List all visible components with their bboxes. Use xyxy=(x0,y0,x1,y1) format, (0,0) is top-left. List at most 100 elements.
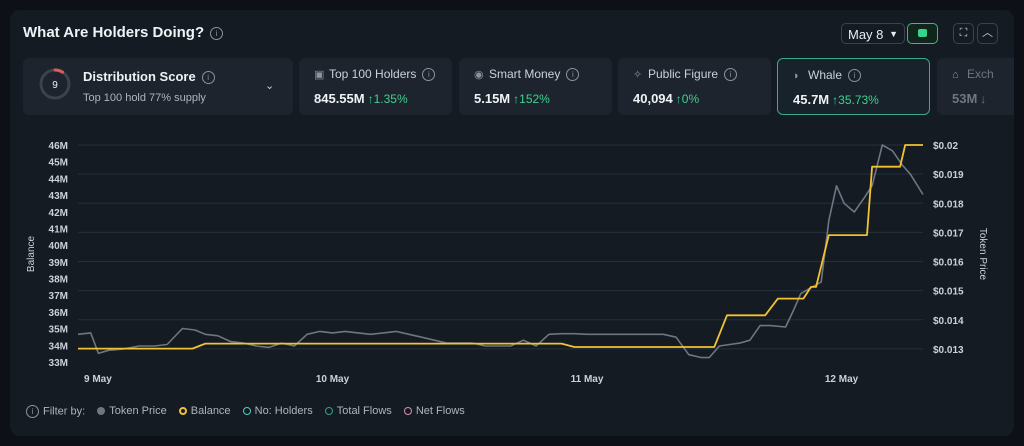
card-change: ↑1.35% xyxy=(367,92,408,106)
score-subtitle: Top 100 hold 77% supply xyxy=(83,92,206,104)
card-label: ◗ Whale i xyxy=(793,68,862,83)
right-tick-label: $0.013 xyxy=(933,345,964,356)
token-price-line xyxy=(77,144,924,359)
card-exchange[interactable]: ⌂ Exch 53M ↓ xyxy=(937,58,1014,115)
score-title: Distribution Score i xyxy=(83,69,215,85)
public-figure-icon: ✧ xyxy=(633,69,643,81)
filter-bar: i Filter by: Token Price Balance No: Hold… xyxy=(26,405,474,418)
right-tick-label: $0.017 xyxy=(933,228,964,239)
info-icon[interactable]: i xyxy=(566,68,580,82)
card-label-text: Public Figure xyxy=(648,67,719,81)
right-tick-label: $0.015 xyxy=(933,287,964,298)
right-tick-label: $0.014 xyxy=(933,316,964,327)
left-tick-label: 42M xyxy=(49,208,68,219)
card-change: ↑35.73% xyxy=(832,93,879,107)
calendar-button[interactable] xyxy=(907,23,938,44)
left-tick-label: 46M xyxy=(49,141,68,152)
filter-label-text: Filter by: xyxy=(43,405,86,418)
filter-label: i Filter by: xyxy=(26,405,85,418)
distribution-score-card[interactable]: 9 Distribution Score i Top 100 hold 77% s… xyxy=(23,58,293,115)
info-icon[interactable]: i xyxy=(724,68,738,82)
card-change: ↓ xyxy=(980,92,987,106)
chevron-down-icon[interactable]: ⌄ xyxy=(265,80,275,92)
filter-name: Net Flows xyxy=(415,405,465,418)
card-label: ▣ Top 100 Holders i xyxy=(314,67,436,82)
info-icon[interactable]: i xyxy=(210,26,224,40)
card-smart-money[interactable]: ◉ Smart Money i 5.15M ↑152% xyxy=(459,58,612,115)
fullscreen-button[interactable]: ⛶ xyxy=(953,23,974,44)
card-top-100-holders[interactable]: ▣ Top 100 Holders i 845.55M ↑1.35% xyxy=(299,58,452,115)
score-gauge: 9 xyxy=(39,68,71,100)
left-tick-label: 33M xyxy=(49,358,68,369)
card-value-text: 40,094 xyxy=(633,91,673,106)
filter-holders[interactable]: No: Holders xyxy=(242,405,313,418)
card-label-text: Whale xyxy=(808,68,843,82)
card-change: ↑152% xyxy=(513,92,550,106)
x-tick-label: 12 May xyxy=(825,374,859,385)
holders-dot-icon xyxy=(242,407,251,416)
card-label: ◉ Smart Money i xyxy=(474,67,580,82)
filter-total-flows[interactable]: Total Flows xyxy=(324,405,392,418)
left-tick-label: 45M xyxy=(49,158,68,169)
filter-name: Balance xyxy=(190,405,231,418)
score-title-text: Distribution Score xyxy=(83,69,196,84)
card-label-text: Exch xyxy=(967,67,994,81)
info-icon[interactable]: i xyxy=(848,69,862,83)
card-value-text: 53M xyxy=(952,91,978,106)
left-tick-label: 34M xyxy=(49,341,68,352)
card-whale[interactable]: ◗ Whale i 45.7M ↑35.73% xyxy=(777,58,930,115)
holders-chart[interactable]: $0.013 $0.014 $0.015 $0.016 $0.017 $0.018 $0.0… xyxy=(10,10,1014,390)
x-tick-label: 9 May xyxy=(84,374,112,385)
net-flows-dot-icon xyxy=(403,407,412,416)
right-tick-label: $0.02 xyxy=(933,141,958,152)
date-select[interactable]: May 8 ▼ xyxy=(841,23,905,44)
info-icon[interactable]: i xyxy=(201,71,215,85)
left-tick-label: 38M xyxy=(49,275,68,286)
right-tick-label: $0.016 xyxy=(933,258,964,269)
card-value: 5.15M ↑152% xyxy=(474,91,550,106)
collapse-button[interactable]: ︿ xyxy=(977,23,998,44)
card-value: 845.55M ↑1.35% xyxy=(314,91,408,106)
date-value: May 8 xyxy=(848,27,884,42)
chevron-up-icon: ︿ xyxy=(982,27,993,39)
info-icon[interactable]: i xyxy=(26,405,39,418)
left-tick-label: 35M xyxy=(49,325,68,336)
card-label: ⌂ Exch xyxy=(952,67,994,81)
card-public-figure[interactable]: ✧ Public Figure i 40,094 ↑0% xyxy=(618,58,771,115)
card-change: ↑0% xyxy=(675,92,700,106)
left-tick-label: 43M xyxy=(49,191,68,202)
right-tick-label: $0.019 xyxy=(933,170,964,181)
balance-line xyxy=(78,144,923,350)
score-value: 9 xyxy=(52,80,58,91)
card-label-text: Smart Money xyxy=(489,67,561,81)
whale-icon: ◗ xyxy=(793,70,800,82)
panel-title: What Are Holders Doing? i xyxy=(23,24,224,41)
left-tick-label: 36M xyxy=(49,308,68,319)
card-value: 53M ↓ xyxy=(952,91,986,106)
filter-name: No: Holders xyxy=(254,405,313,418)
filter-name: Token Price xyxy=(109,405,167,418)
left-tick-label: 41M xyxy=(49,224,68,235)
left-tick-label: 40M xyxy=(49,241,68,252)
exchange-icon: ⌂ xyxy=(952,69,959,81)
filter-token-price[interactable]: Token Price xyxy=(97,405,167,418)
filter-balance[interactable]: Balance xyxy=(178,405,231,418)
balance-dot-icon xyxy=(178,407,187,416)
info-icon[interactable]: i xyxy=(422,68,436,82)
card-value: 45.7M ↑35.73% xyxy=(793,92,879,107)
expand-icon: ⛶ xyxy=(959,27,968,39)
filter-net-flows[interactable]: Net Flows xyxy=(403,405,465,418)
token-price-dot-icon xyxy=(97,407,106,416)
card-value-text: 5.15M xyxy=(474,91,511,106)
y-axis-left-label: Balance xyxy=(26,235,37,272)
panel-title-text: What Are Holders Doing? xyxy=(23,24,205,41)
right-tick-label: $0.018 xyxy=(933,199,964,210)
card-label-text: Top 100 Holders xyxy=(329,67,417,81)
total-flows-dot-icon xyxy=(324,407,333,416)
smart-money-icon: ◉ xyxy=(474,69,484,81)
filter-name: Total Flows xyxy=(336,405,392,418)
x-tick-label: 10 May xyxy=(316,374,350,385)
caret-down-icon: ▼ xyxy=(889,29,898,39)
holders-panel: What Are Holders Doing? i May 8 ▼ ⛶ ︿ 9 Di… xyxy=(10,10,1014,436)
left-tick-label: 37M xyxy=(49,291,68,302)
